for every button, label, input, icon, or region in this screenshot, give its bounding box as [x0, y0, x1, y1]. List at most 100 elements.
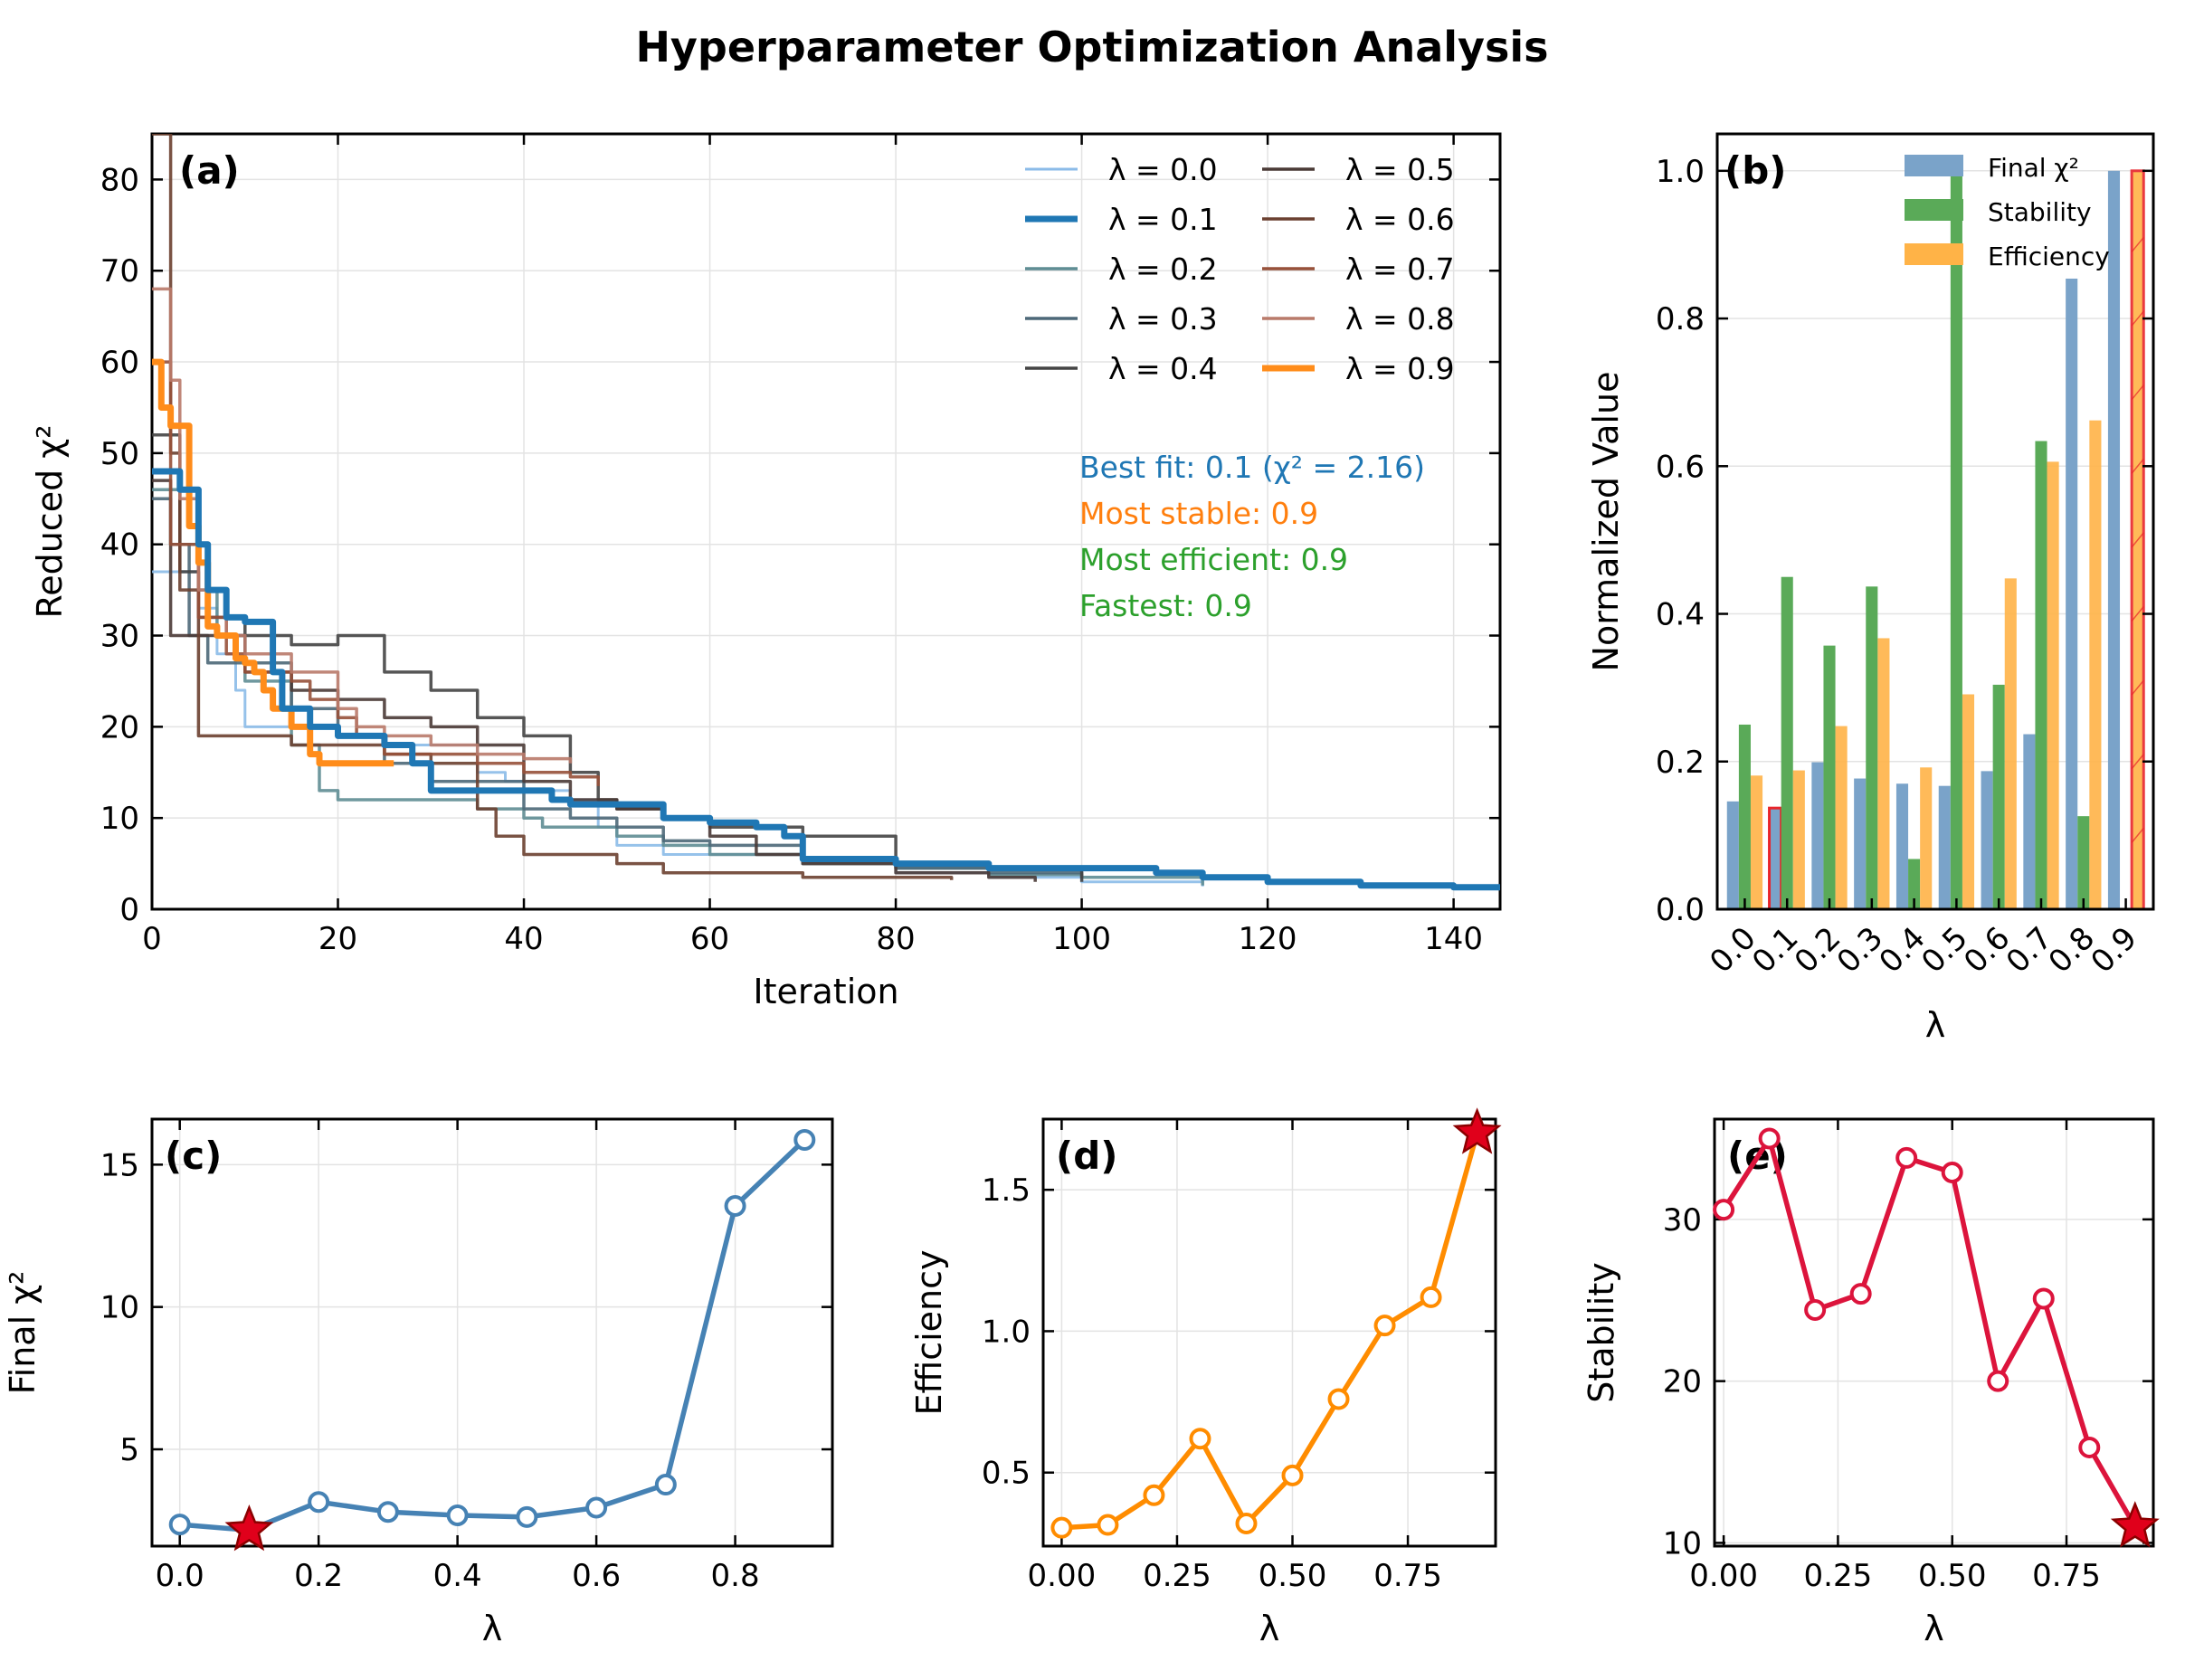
bar-efficiency [2089, 420, 2102, 910]
x-tick-label: 0.0 [156, 1558, 204, 1594]
bar-efficiency [1877, 638, 1890, 909]
panel-c-final-chi2-chart: 0.0 0.2 0.4 0.6 0.8 5 10 15 λ Final χ² (c) [3, 1117, 834, 1648]
data-point [376, 1501, 399, 1523]
x-tick-label: 80 [876, 921, 915, 957]
y-tick-label: 20 [1663, 1364, 1702, 1400]
panel-d-efficiency-chart: 0.00 0.25 0.50 0.75 0.5 1.0 1.5 λ Efficiency (d) [909, 1107, 1502, 1648]
legend-swatch [1905, 243, 1963, 265]
series-line-0.1 [152, 468, 1500, 891]
series-line [1721, 1135, 2138, 1528]
data-point [793, 1128, 816, 1151]
y-tick-label: 0.8 [1656, 301, 1705, 337]
bar-hatch [2131, 236, 2144, 252]
best-value-star [224, 1504, 274, 1552]
series-line-0.9 [152, 358, 394, 767]
data-point [1758, 1127, 1781, 1150]
bar-final [2107, 170, 2121, 910]
series-line-0.6 [152, 134, 954, 880]
bar-efficiency [1835, 726, 1848, 909]
y-axis-label: Efficiency [909, 1249, 949, 1415]
y-tick-label: 80 [100, 162, 139, 198]
legend-label: λ = 0.9 [1345, 351, 1455, 386]
y-tick-label: 60 [100, 345, 139, 381]
bar-stability [1823, 645, 1836, 909]
data-point [1143, 1484, 1165, 1506]
data-point [1987, 1370, 2009, 1392]
x-tick-label: 0.25 [1804, 1558, 1873, 1594]
bar-hatch [2131, 827, 2144, 843]
series-line-0.7 [152, 360, 600, 786]
bar-hatch [2131, 532, 2144, 548]
legend-label: λ = 0.7 [1345, 252, 1455, 287]
bar-stability [1781, 576, 1793, 909]
y-tick-label: 10 [100, 1290, 139, 1326]
y-tick-label: 0.2 [1656, 745, 1705, 781]
bar-hatch [2131, 458, 2144, 474]
x-tick-label: 0.25 [1143, 1558, 1211, 1594]
bar-efficiency [2004, 578, 2017, 909]
y-tick-label: 1.5 [982, 1172, 1031, 1209]
x-tick-label: 0.50 [1918, 1558, 1987, 1594]
bar-final [1726, 801, 1739, 909]
x-tick-label: 120 [1239, 921, 1297, 957]
x-axis-label: λ [1259, 1609, 1280, 1648]
data-point [1327, 1388, 1350, 1410]
y-tick-label: 1.0 [1656, 154, 1705, 190]
x-tick-label: 0.75 [1373, 1558, 1442, 1594]
data-point [2032, 1287, 2055, 1310]
bar-final [1895, 783, 1909, 909]
bar-efficiency [1750, 775, 1763, 909]
y-tick-label: 0.6 [1656, 449, 1705, 485]
bar-efficiency [1920, 767, 1933, 909]
x-axis-label: λ [482, 1609, 503, 1648]
x-tick-label: 0.9 [2084, 920, 2144, 981]
series-group [152, 134, 1500, 891]
legend-label: λ = 0.6 [1345, 202, 1455, 237]
bar-stability [1992, 684, 2005, 909]
legend-swatch [1905, 199, 1963, 221]
series-line-0.8 [152, 287, 573, 764]
y-tick-label: 5 [119, 1432, 139, 1468]
bar-final [1811, 762, 1824, 909]
axes-frame [1041, 1117, 1497, 1548]
x-tick-label: 20 [318, 921, 357, 957]
legend-label: λ = 0.8 [1345, 301, 1455, 337]
axes-frame [150, 132, 1502, 911]
bar-efficiency [1792, 770, 1805, 909]
y-tick-label: 10 [100, 801, 139, 837]
y-tick-label: 0.0 [1656, 892, 1705, 928]
panel-label: (d) [1056, 1134, 1117, 1178]
legend-label: Stability [1988, 197, 2092, 227]
data-point [1895, 1146, 1918, 1169]
panel-label: (c) [165, 1134, 222, 1178]
y-tick-label: 70 [100, 253, 139, 289]
data-point [654, 1474, 677, 1496]
bar-final [1938, 785, 1951, 909]
x-axis-label: λ [1924, 1609, 1944, 1648]
series-line [179, 1138, 807, 1533]
y-axis-label: Stability [1582, 1262, 1621, 1403]
data-point [1097, 1514, 1119, 1536]
data-point [1281, 1464, 1304, 1486]
y-axis-label: Final χ² [3, 1271, 43, 1395]
y-tick-label: 0.4 [1656, 597, 1705, 633]
x-tick-label: 0.4 [433, 1558, 482, 1594]
x-tick-label: 0.50 [1259, 1558, 1327, 1594]
bar-stability [2077, 816, 2090, 909]
legend-label: Final χ² [1988, 153, 2079, 183]
data-point [168, 1514, 191, 1536]
x-tick-label: 0.00 [1028, 1558, 1097, 1594]
legend-label: λ = 0.2 [1108, 252, 1218, 287]
data-point [1941, 1162, 1963, 1183]
y-tick-label: 0.5 [982, 1456, 1031, 1492]
data-point [1189, 1428, 1211, 1450]
bar-stability [1866, 586, 1878, 909]
data-point [1050, 1516, 1073, 1539]
x-tick-label: 140 [1424, 921, 1483, 957]
data-point [308, 1491, 330, 1514]
y-tick-label: 20 [100, 709, 139, 745]
bar-hatch [2131, 310, 2144, 327]
x-tick-label: 40 [504, 921, 543, 957]
